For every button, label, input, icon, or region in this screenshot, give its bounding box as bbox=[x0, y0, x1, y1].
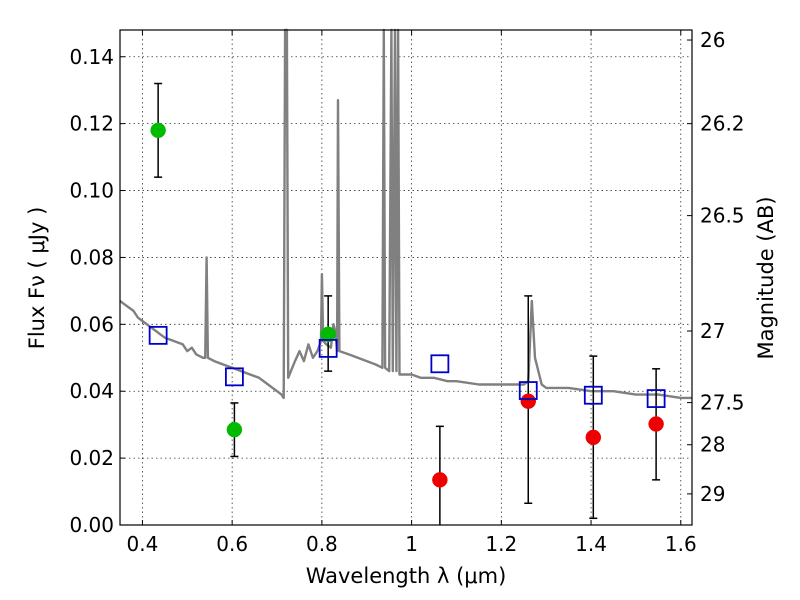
detection-point bbox=[150, 122, 166, 139]
upper-limit-point bbox=[520, 393, 537, 409]
model-point bbox=[224, 367, 244, 387]
x-tick-label: 0.8 bbox=[306, 532, 338, 556]
y2-tick-label: 27 bbox=[700, 319, 725, 343]
x-tick-label: 0.6 bbox=[216, 532, 248, 556]
y-tick-label: 0.04 bbox=[69, 379, 114, 403]
y-axis-label: Flux Fν ( μJy ) bbox=[25, 207, 49, 350]
ticks bbox=[120, 30, 692, 526]
marker-layer bbox=[148, 122, 666, 488]
grid bbox=[120, 30, 692, 526]
model-point bbox=[518, 381, 538, 400]
y-tick-label: 0.06 bbox=[69, 312, 114, 336]
y-tick-label: 0.00 bbox=[69, 513, 114, 537]
x-tick-label: 1 bbox=[405, 532, 418, 556]
model-point bbox=[148, 325, 168, 345]
y-tick-label: 0.14 bbox=[69, 45, 114, 69]
y-tick-label: 0.10 bbox=[69, 179, 114, 203]
model-point bbox=[646, 389, 666, 408]
y2-tick-label: 26.2 bbox=[700, 112, 745, 136]
model-point bbox=[318, 339, 338, 358]
x-tick-label: 1.2 bbox=[485, 532, 517, 556]
model-point bbox=[430, 354, 450, 374]
spectrum-line bbox=[119, 28, 692, 400]
y-tick-label: 0.12 bbox=[69, 112, 114, 136]
y-tick-label: 0.02 bbox=[69, 446, 114, 470]
x-tick-label: 1.4 bbox=[575, 532, 607, 556]
y2-tick-label: 29 bbox=[700, 482, 725, 506]
plot-frame bbox=[119, 29, 693, 526]
y2-tick-label: 26 bbox=[700, 28, 725, 52]
y-tick-label: 0.08 bbox=[69, 245, 114, 269]
detection-point bbox=[226, 421, 243, 438]
errorbar-layer bbox=[154, 82, 661, 525]
y2-tick-label: 27.5 bbox=[700, 391, 745, 415]
y2-tick-label: 26.5 bbox=[700, 204, 745, 228]
y2-tick-label: 28 bbox=[700, 433, 725, 457]
model-point bbox=[583, 385, 603, 405]
spectrum-layer bbox=[119, 28, 692, 400]
upper-limit-point bbox=[585, 429, 602, 446]
detection-point bbox=[320, 326, 336, 343]
y2-axis-label: Magnitude (AB) bbox=[754, 196, 778, 359]
x-axis-label: Wavelength λ (μm) bbox=[306, 564, 507, 588]
x-tick-label: 0.4 bbox=[127, 532, 159, 556]
tick-labels: 0.4 0.6 0.8 1 1.2 1.4 1.6 0.00 0.02 0.04 0.06 0.08 0… bbox=[69, 28, 744, 556]
upper-limit-point bbox=[432, 472, 448, 488]
x-tick-label: 1.6 bbox=[665, 532, 697, 556]
upper-limit-point bbox=[648, 416, 664, 432]
